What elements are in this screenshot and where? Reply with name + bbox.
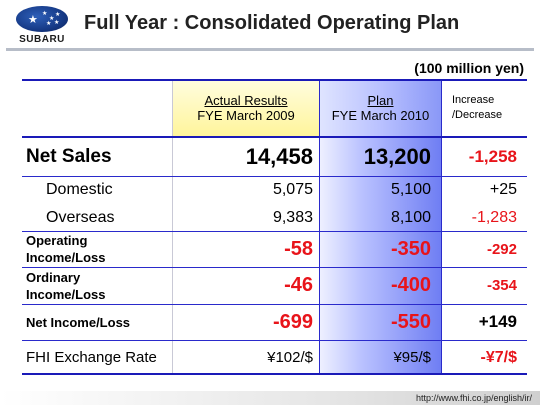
table-row: Net Income/Loss -699 -550 +149 (22, 304, 527, 340)
table-top-border (22, 79, 527, 81)
table-row: Domestic 5,075 5,100 +25 (22, 176, 527, 204)
row-divider (22, 340, 527, 341)
table-bottom-border (22, 373, 527, 375)
row-label-line2: Income/Loss (26, 250, 106, 265)
slide-header: ★ ★ ★ ★ ★ ★ SUBARU Full Year : Consolida… (0, 0, 540, 48)
actual-value: -58 (284, 237, 313, 260)
plan-value: -400 (390, 274, 431, 296)
plan-value: ¥95/$ (393, 349, 431, 366)
table-row: Overseas 9,383 8,100 -1,283 (22, 204, 527, 231)
change-value: +149 (478, 312, 517, 331)
row-label-line1: Ordinary (26, 269, 81, 285)
plan-value: -550 (390, 310, 431, 333)
header-bottom-border (22, 136, 527, 138)
change-value: -1,258 (468, 146, 517, 166)
table-header-row: Actual Results FYE March 2009 Plan FYE M… (22, 79, 527, 137)
row-label-line2: Income/Loss (26, 286, 106, 302)
actual-value: 9,383 (272, 208, 313, 226)
increase-header: Increase (452, 94, 495, 106)
header-empty-cell (22, 79, 172, 137)
subaru-logo: ★ ★ ★ ★ ★ ★ SUBARU (6, 4, 76, 46)
row-label: Overseas (46, 208, 115, 226)
units-label: (100 million yen) (414, 60, 524, 76)
header-plan-cell: Plan FYE March 2010 (319, 79, 441, 137)
actual-period-label: FYE March 2009 (197, 108, 295, 123)
actual-results-header: Actual Results (204, 93, 288, 108)
row-divider (22, 176, 527, 177)
row-label: Net Income/Loss (26, 314, 131, 330)
page-title: Full Year : Consolidated Operating Plan (84, 12, 460, 34)
row-divider (22, 304, 527, 305)
footer-bar (0, 391, 540, 405)
row-label: Net Sales (26, 145, 112, 167)
actual-value: -46 (284, 274, 313, 296)
actual-value: 14,458 (245, 143, 313, 169)
operating-plan-table: Actual Results FYE March 2009 Plan FYE M… (22, 79, 527, 375)
change-value: -292 (486, 240, 517, 258)
change-value: -1,283 (471, 208, 517, 226)
row-divider (22, 231, 527, 232)
logo-wordmark: SUBARU (19, 34, 65, 45)
row-label: FHI Exchange Rate (26, 349, 157, 366)
plan-value: -350 (390, 237, 431, 260)
actual-value: ¥102/$ (267, 349, 313, 366)
plan-value: 8,100 (390, 208, 431, 226)
plan-period-label: FYE March 2010 (331, 108, 430, 123)
table-row: Ordinary Income/Loss -46 -400 -354 (22, 267, 527, 304)
change-value: +25 (489, 181, 517, 198)
row-label: Domestic (46, 181, 113, 198)
decrease-header: /Decrease (452, 109, 503, 121)
row-divider (22, 267, 527, 268)
title-divider (6, 48, 534, 51)
pleiades-emblem-icon: ★ ★ ★ ★ ★ ★ (16, 6, 68, 32)
plan-header: Plan (367, 93, 394, 108)
table-row: Operating Income/Loss -58 -350 -292 (22, 231, 527, 267)
table-row: Net Sales 14,458 13,200 -1,258 (22, 137, 527, 176)
header-change-cell: Increase /Decrease (441, 79, 527, 137)
header-actual-cell: Actual Results FYE March 2009 (172, 79, 319, 137)
change-value: -354 (486, 277, 517, 294)
actual-value: -699 (272, 310, 313, 333)
footer-url: http://www.fhi.co.jp/english/ir/ (415, 393, 532, 403)
table-row: FHI Exchange Rate ¥102/$ ¥95/$ -¥7/$ (22, 340, 527, 375)
plan-value: 5,100 (390, 181, 431, 198)
plan-value: 13,200 (363, 143, 431, 169)
actual-value: 5,075 (272, 181, 313, 198)
change-value: -¥7/$ (480, 348, 517, 366)
row-label-line1: Operating (26, 233, 88, 248)
